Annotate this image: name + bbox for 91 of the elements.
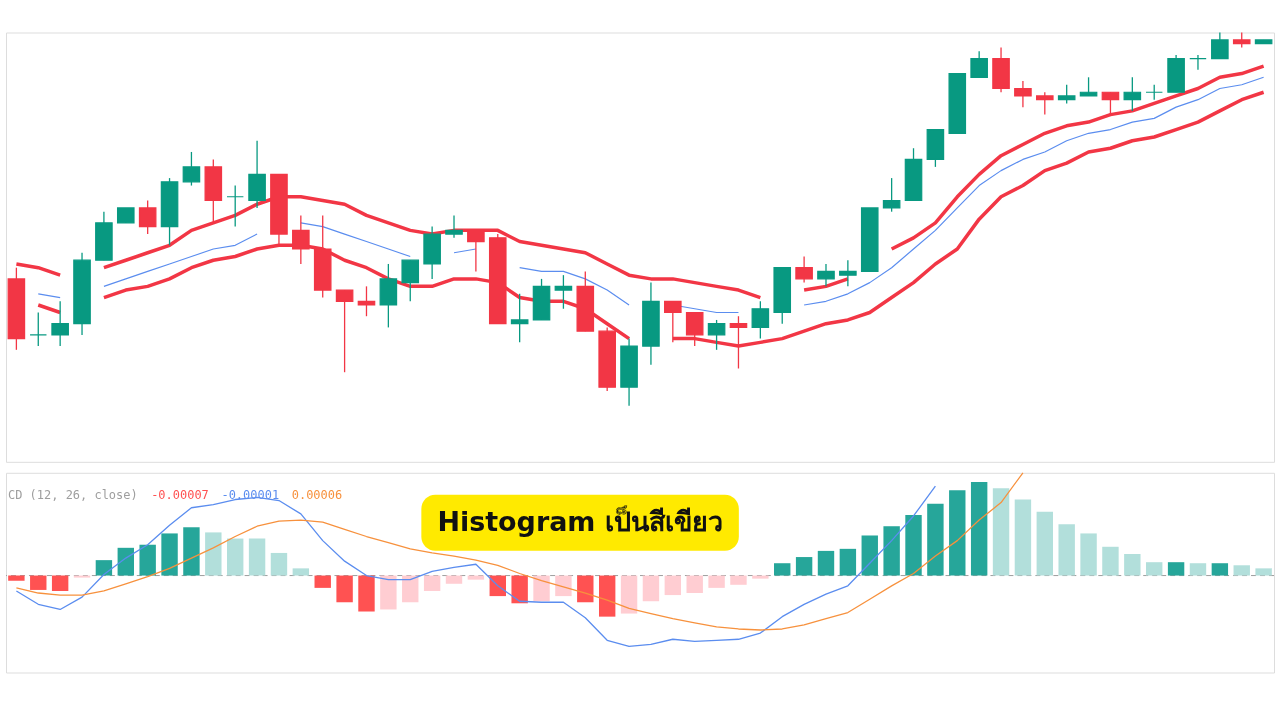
bar <box>752 575 769 579</box>
bar <box>292 568 310 576</box>
candlestick <box>817 263 835 288</box>
candlestick <box>1101 91 1120 116</box>
bar <box>861 535 878 576</box>
bar <box>730 575 747 585</box>
candlestick <box>1079 76 1098 97</box>
bar <box>1080 533 1097 576</box>
candlestick <box>445 214 463 239</box>
bar <box>423 575 441 591</box>
candlestick <box>795 255 813 284</box>
bar <box>1058 524 1075 576</box>
bar <box>511 575 528 604</box>
bar <box>905 514 922 576</box>
candlestick <box>138 199 157 235</box>
bar <box>183 527 200 576</box>
candlestick <box>882 177 901 213</box>
bar <box>970 482 988 576</box>
bar <box>8 575 25 581</box>
bar <box>1233 565 1250 576</box>
bar <box>949 490 966 576</box>
bar <box>686 575 703 594</box>
bar <box>467 575 485 580</box>
candlestick <box>664 300 682 344</box>
bar <box>642 575 660 602</box>
bar <box>839 548 857 576</box>
bar <box>314 575 331 588</box>
bar <box>336 575 353 603</box>
bar <box>51 575 69 591</box>
text: -0.00007 <box>151 487 209 502</box>
bar <box>817 550 835 576</box>
bar <box>708 575 725 588</box>
candlestick <box>1014 80 1032 108</box>
bar <box>1102 546 1119 576</box>
bar <box>555 575 572 597</box>
candlestick <box>335 289 354 373</box>
bar <box>226 538 244 576</box>
candlestick <box>1189 54 1207 71</box>
bar <box>161 533 178 576</box>
series-label: -0.00001 <box>221 487 280 502</box>
bar <box>73 575 91 578</box>
candlestick <box>51 300 69 347</box>
candlestick <box>554 274 573 310</box>
candlestick <box>226 184 244 228</box>
bar <box>402 575 419 603</box>
bar <box>795 557 813 576</box>
bar <box>30 575 47 590</box>
candlestick <box>839 259 857 288</box>
bar <box>1146 562 1163 576</box>
bar <box>205 532 222 576</box>
candlestick <box>970 50 988 78</box>
bar <box>1189 563 1207 576</box>
bar <box>1036 511 1054 576</box>
candlestick <box>510 293 529 344</box>
text: CD (12, 26, close) <box>7 487 138 502</box>
bar <box>270 552 288 576</box>
bar <box>1167 562 1185 576</box>
candlestick <box>182 151 201 187</box>
bar <box>664 575 682 596</box>
bar <box>620 575 638 614</box>
bar <box>139 544 156 576</box>
candlestick <box>1057 84 1076 105</box>
bar <box>95 560 113 576</box>
candlestick <box>29 311 48 347</box>
bar <box>1255 568 1272 576</box>
candlestick <box>707 319 726 351</box>
series-label: 0.00006 <box>291 487 343 502</box>
bar <box>598 575 616 617</box>
bar <box>1014 499 1032 576</box>
bar <box>445 575 463 584</box>
bar <box>248 538 266 576</box>
bar <box>927 503 944 576</box>
bar <box>358 575 375 612</box>
bar <box>883 526 900 576</box>
bar <box>992 488 1010 576</box>
candlestick <box>401 259 420 302</box>
annotation: Histogram เป็นสีเขียว <box>437 504 723 537</box>
bar <box>774 563 791 576</box>
candlestick <box>292 214 310 265</box>
bar <box>380 575 397 610</box>
bar <box>533 575 550 602</box>
bar <box>1124 553 1141 576</box>
candlestick <box>1123 76 1142 112</box>
candlestick <box>1211 31 1229 60</box>
bar <box>117 547 134 576</box>
candlestick <box>467 229 485 273</box>
candlestick <box>357 285 376 317</box>
candlestick <box>751 300 770 340</box>
bar <box>577 575 594 603</box>
candlestick <box>1036 91 1054 116</box>
bar <box>1211 563 1229 576</box>
